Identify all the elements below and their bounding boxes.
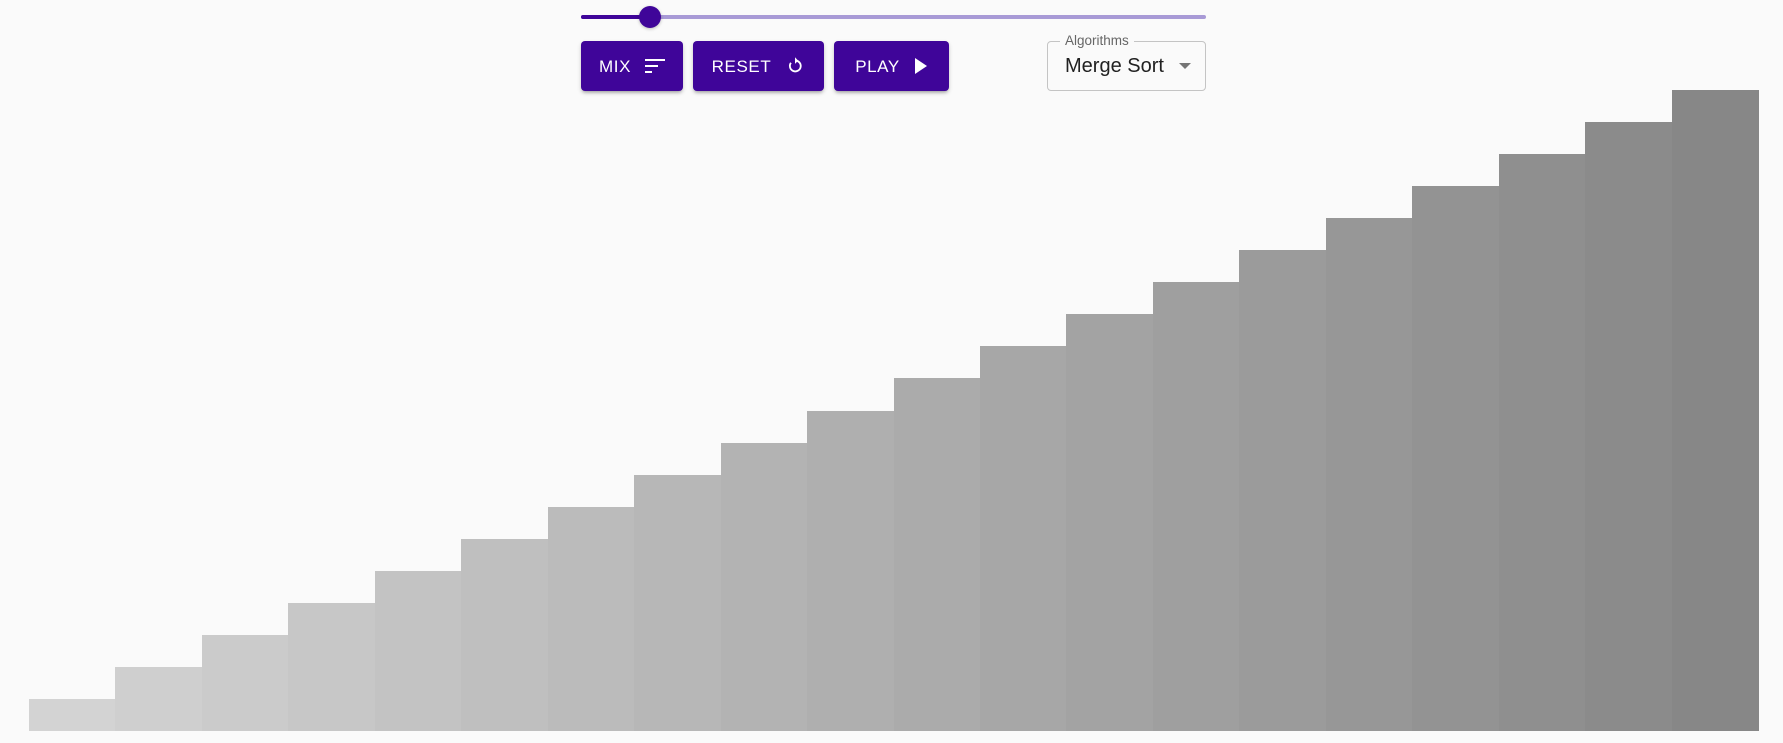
- reset-button-label: RESET: [711, 56, 772, 76]
- array-bar: [1498, 154, 1586, 731]
- play-button[interactable]: PLAY: [834, 41, 949, 91]
- array-bar: [1239, 250, 1327, 731]
- play-arrow-icon: [914, 58, 928, 74]
- array-bar: [547, 506, 635, 731]
- array-bar: [1671, 90, 1759, 731]
- array-bar: [1325, 218, 1413, 731]
- array-bar: [979, 346, 1067, 731]
- algorithm-select-value[interactable]: Merge Sort: [1065, 55, 1164, 77]
- array-bar: [115, 666, 203, 731]
- speed-slider[interactable]: [581, 6, 1206, 28]
- chevron-down-icon[interactable]: [1179, 63, 1191, 69]
- array-bar: [461, 538, 549, 731]
- array-bar: [374, 570, 462, 731]
- array-bar: [893, 378, 981, 731]
- array-bar: [29, 698, 116, 731]
- array-bar: [634, 474, 722, 731]
- array-bar: [288, 602, 376, 731]
- array-bar: [720, 442, 808, 731]
- play-button-label: PLAY: [855, 56, 900, 76]
- algorithm-select[interactable]: Algorithms Merge Sort: [1047, 31, 1206, 91]
- array-bar: [807, 410, 895, 731]
- bar-chart: [29, 90, 1759, 731]
- array-bar: [1066, 314, 1154, 731]
- slider-rail[interactable]: [581, 15, 1206, 19]
- reset-button[interactable]: RESET: [693, 41, 824, 91]
- slider-track[interactable]: [581, 15, 650, 19]
- mix-button[interactable]: MIX: [581, 41, 683, 91]
- array-bar: [1152, 282, 1240, 731]
- slider-thumb[interactable]: [638, 6, 661, 28]
- array-bar: [201, 634, 289, 731]
- array-bar: [1412, 186, 1500, 731]
- refresh-icon: [785, 56, 805, 76]
- algorithm-select-label: Algorithms: [1060, 31, 1134, 51]
- array-bar: [1585, 122, 1673, 731]
- sort-lines-icon: [645, 59, 666, 73]
- mix-button-label: MIX: [598, 56, 632, 76]
